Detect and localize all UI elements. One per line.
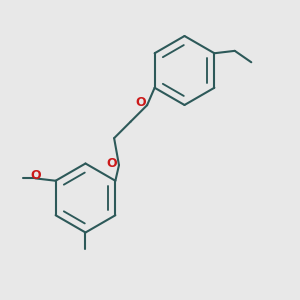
Text: O: O bbox=[31, 169, 41, 182]
Text: O: O bbox=[106, 157, 117, 170]
Text: O: O bbox=[135, 96, 146, 109]
